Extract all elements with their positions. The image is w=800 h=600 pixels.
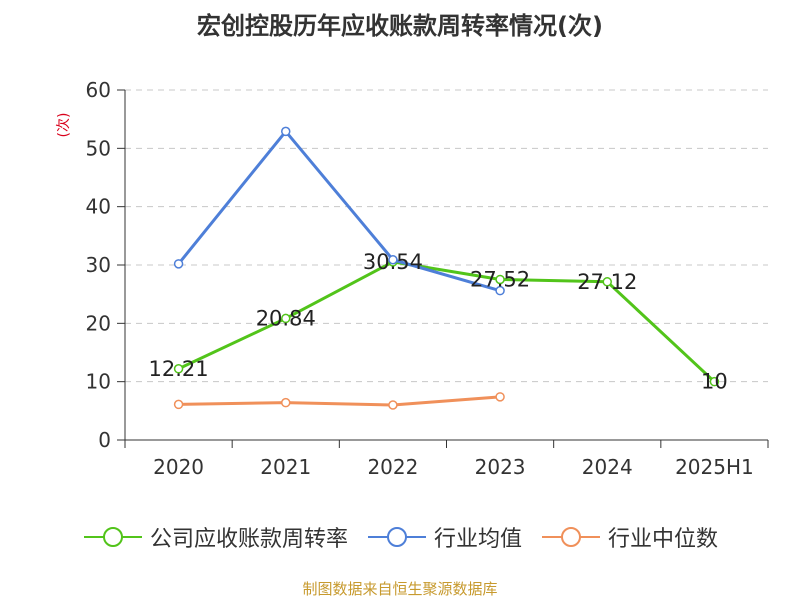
y-tick-label: 10: [86, 370, 111, 394]
legend-swatch: [83, 527, 142, 547]
data-point: [173, 259, 184, 269]
data-label: 12.21: [149, 357, 209, 381]
y-tick-label: 60: [86, 78, 111, 102]
x-tick-label: 2022: [367, 455, 418, 479]
data-point: [281, 397, 291, 408]
data-point: [281, 126, 291, 137]
data-point: [388, 255, 398, 265]
legend-marker: [561, 527, 581, 547]
grid-lines: [125, 89, 768, 383]
series-line: [177, 260, 716, 383]
legend-swatch: [367, 527, 426, 547]
data-point: [495, 285, 505, 296]
legend-label: 公司应收账款周转率: [149, 527, 348, 552]
series-line: [178, 395, 501, 407]
data-label: 27.12: [577, 270, 637, 294]
series-2: [173, 126, 505, 296]
legend-swatch: [542, 527, 600, 547]
series-3: [173, 392, 505, 410]
data-point: [495, 274, 505, 285]
legend-item[interactable]: 行业中位数: [540, 521, 718, 553]
legend-marker: [386, 527, 407, 547]
data-point: [173, 364, 184, 374]
legend-marker: [102, 527, 123, 547]
legend: 公司应收账款周转率 行业均值 行业中位数: [0, 520, 800, 554]
y-tick-label: 20: [86, 311, 111, 335]
data-labels: 12.21 20.84 30.54 27.52 27.12 10: [149, 250, 728, 394]
data-point: [602, 277, 612, 287]
x-tick-label: 2024: [582, 455, 633, 479]
data-label: 20.84: [256, 306, 316, 330]
legend-label: 行业中位数: [608, 527, 719, 552]
x-tick-label: 2025H1: [675, 455, 754, 479]
legend-label: 行业均值: [433, 527, 522, 552]
data-point: [173, 399, 184, 410]
x-tick-label: 2023: [475, 455, 526, 479]
axes: 0 10 20 30 40 50 60 2020 2021 2022 2023 2024 2025H1: [86, 78, 769, 479]
legend-item[interactable]: 公司应收账款周转率: [82, 521, 348, 553]
chart-title: 宏创控股历年应收账款周转率情况(次): [197, 12, 603, 40]
y-tick-label: 40: [86, 195, 111, 219]
y-tick-label: 0: [98, 428, 111, 452]
source-note: 制图数据来自恒生聚源数据库: [302, 580, 498, 598]
data-point: [388, 400, 398, 410]
data-point: [495, 392, 505, 402]
x-tick-label: 2020: [153, 455, 204, 479]
data-label: 10: [701, 370, 728, 394]
data-label: 30.54: [363, 250, 423, 274]
data-point: [281, 313, 291, 324]
y-tick-label: 50: [86, 136, 111, 160]
series-line: [177, 129, 501, 293]
data-point: [709, 376, 720, 387]
data-label: 27.52: [470, 267, 530, 291]
series: [173, 126, 720, 410]
y-axis-label: (次): [56, 113, 72, 138]
legend-item[interactable]: 行业均值: [366, 521, 522, 553]
x-tick-label: 2021: [260, 455, 311, 479]
y-tick-label: 30: [86, 253, 111, 277]
